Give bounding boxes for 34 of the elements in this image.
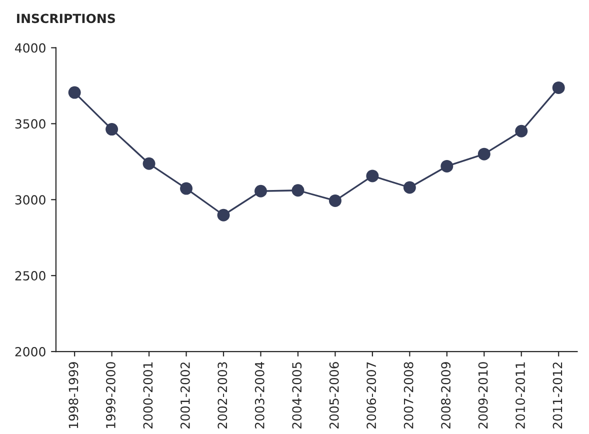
- y-tick-label: 2000: [15, 347, 46, 356]
- point: [106, 123, 118, 136]
- x-tick-label: 2009-2010: [478, 362, 488, 428]
- point: [142, 157, 156, 170]
- point: [328, 194, 342, 207]
- point: [366, 170, 379, 182]
- y-tick-label: 2500: [15, 271, 46, 281]
- point: [515, 124, 528, 138]
- chart-title: INSCRIPTIONS: [17, 14, 115, 24]
- y-tick-label: 4000: [15, 43, 46, 53]
- x-tick-label: 2002-2003: [218, 362, 228, 428]
- x-tick-label: 2006-2007: [366, 362, 376, 428]
- x-tick-label: 2003-2004: [254, 362, 264, 428]
- y-tick-label: 3000: [15, 195, 46, 205]
- y-tick-label: 3500: [15, 119, 46, 129]
- x-tick-label: 2001-2002: [180, 362, 190, 428]
- x-tick-label: 2004-2005: [292, 362, 302, 428]
- x-tick-label: 2000-2001: [143, 362, 153, 428]
- point: [254, 184, 267, 198]
- point: [552, 81, 565, 94]
- x-tick-label: 2007-2008: [404, 362, 414, 428]
- x-tick-label: 2008-2009: [441, 362, 451, 428]
- point: [292, 184, 304, 197]
- point: [217, 208, 230, 222]
- point: [180, 182, 193, 195]
- point: [403, 181, 416, 194]
- x-tick-label: 1998-1999: [68, 362, 78, 428]
- x-tick-label: 1999-2000: [106, 362, 116, 428]
- x-tick-label: 2010-2011: [516, 362, 525, 428]
- point: [478, 148, 490, 160]
- point: [440, 160, 454, 172]
- x-tick-label: 2011-2012: [552, 362, 562, 428]
- x-tick-label: 2005-2006: [329, 362, 339, 428]
- point: [68, 86, 81, 99]
